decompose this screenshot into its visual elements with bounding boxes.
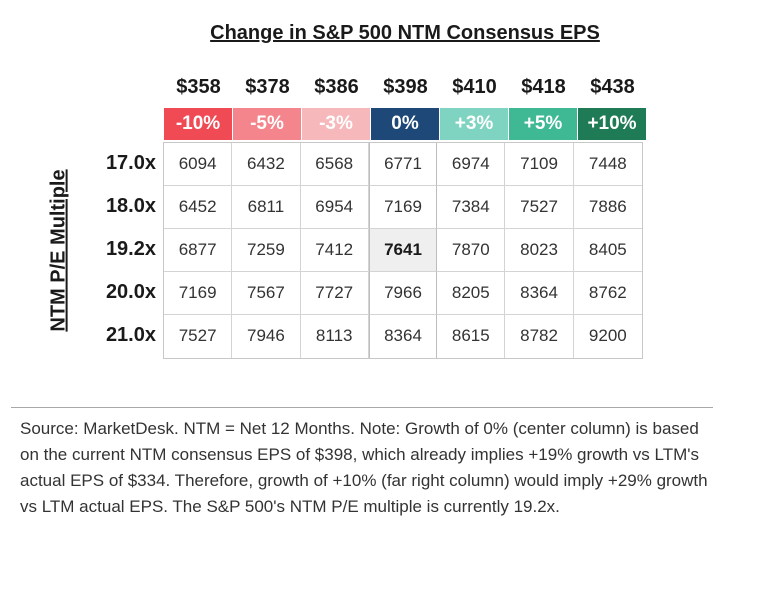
eps-header-cell: $410 [452,76,497,98]
table-cell: 7527 [164,315,233,358]
change-header-cell: -10% [164,108,232,140]
table-cell: 7527 [505,186,574,229]
table-cell: 6432 [232,143,301,186]
change-header-cell: -5% [233,108,301,140]
sensitivity-table: 6094 6432 6568 6771 6974 7109 7448 6452 6811 6954… [163,142,643,359]
table-cell: 8364 [368,315,438,358]
table-cell: 7384 [437,186,506,229]
table-cell: 7641 [368,229,438,272]
y-axis-label: NTM P/E Multiple [44,158,74,342]
table-cell: 6771 [368,143,438,186]
eps-header-cell: $398 [383,76,428,98]
table-cell: 8782 [505,315,574,358]
table-cell: 8113 [301,315,369,358]
table-cell: 6974 [437,143,506,186]
table-cell: 6811 [232,186,301,229]
change-header-cell: +10% [578,108,646,140]
change-header-cell: 0% [371,108,439,140]
table-cell: 7109 [505,143,574,186]
table-cell: 8762 [573,272,642,315]
change-header-cell: +3% [440,108,508,140]
table-cell: 7259 [232,229,301,272]
eps-header-cell: $358 [176,76,221,98]
y-axis-label-text: NTM P/E Multiple [47,168,70,332]
table-cell: 8405 [573,229,642,272]
table-cell: 6568 [300,143,369,186]
table-cell: 6954 [300,186,369,229]
table-cell: 9200 [588,326,627,345]
table-cell: 7169 [164,272,233,315]
eps-header-cell: $386 [314,76,359,98]
table-cell: 7727 [300,272,369,315]
table-cell: 6877 [164,229,233,272]
change-header-cell: -3% [302,108,370,140]
table-cell: 7946 [232,315,301,358]
table-cell: 7169 [368,186,438,229]
pe-multiple-cell: 19.2x [105,238,156,260]
table-cell: 6094 [164,143,233,186]
divider [11,407,713,408]
eps-header-cell: $438 [590,76,635,98]
eps-header-cell: $418 [521,76,566,98]
pe-multiple-cell: 17.0x [105,152,156,174]
pe-multiple-cell: 20.0x [105,281,156,303]
table-cell: 7870 [437,229,506,272]
pe-multiple-column: 17.0x 18.0x 19.2x 20.0x 21.0x [86,142,156,357]
table-cell: 8364 [505,272,574,315]
table-cell: 7567 [232,272,301,315]
change-header-row: -10% -5% -3% 0% +3% +5% +10% [164,108,647,140]
table-cell: 8205 [437,272,506,315]
eps-header-row: $358 $378 $386 $398 $410 $418 $438 [164,72,647,102]
chart-title: Change in S&P 500 NTM Consensus EPS [210,22,600,44]
pe-multiple-cell: 18.0x [105,195,156,217]
table-cell: 7966 [368,272,438,315]
source-note: Source: MarketDesk. NTM = Net 12 Months.… [20,419,708,516]
eps-header-cell: $378 [245,76,290,98]
table-cell: 7412 [300,229,369,272]
table-cell: 6452 [164,186,233,229]
pe-multiple-cell: 21.0x [105,324,156,346]
table-cell: 8615 [437,315,506,358]
table-cell: 7448 [573,143,642,186]
change-header-cell: +5% [509,108,577,140]
table-cell: 7886 [573,186,642,229]
table-cell: 8023 [505,229,574,272]
